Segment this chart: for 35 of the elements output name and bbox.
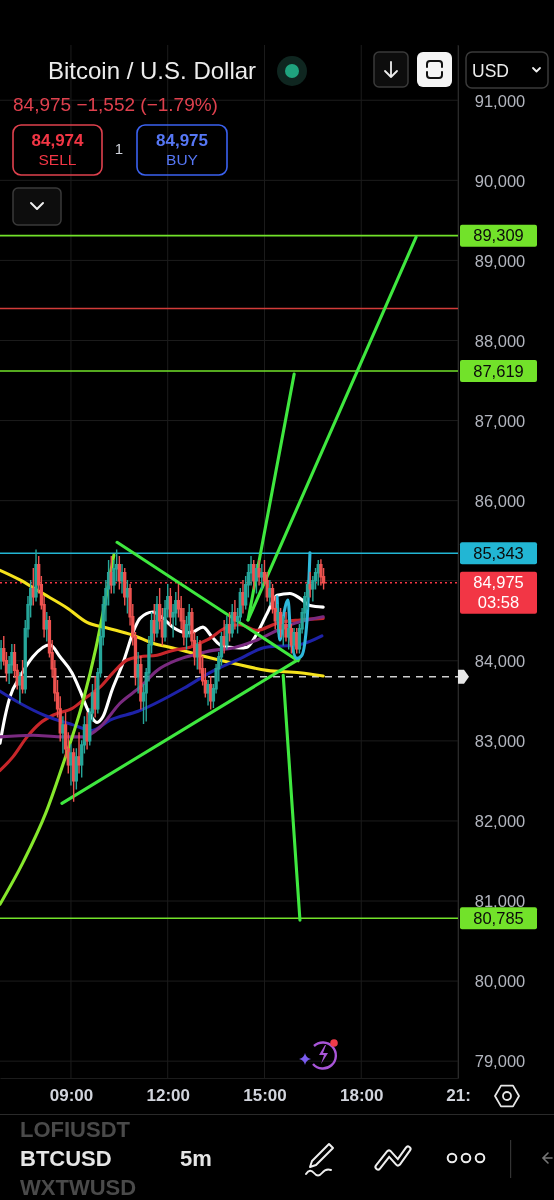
ref-line-label: 84,975	[473, 573, 524, 592]
y-tick-label: 90,000	[474, 171, 526, 190]
text: 84,975 −1,552 (−1.79%)	[13, 93, 218, 115]
y-tick-label: 79,000	[474, 1052, 526, 1071]
annotation: 84,974	[31, 130, 85, 150]
annotation: SELL	[38, 151, 77, 169]
annotation: 84,975	[156, 130, 208, 150]
x-tick-label: 09:00	[49, 1086, 94, 1106]
text: Bitcoin / U.S. Dollar	[48, 57, 257, 85]
text: USD	[472, 61, 509, 82]
ref-line-label: 89,309	[473, 226, 524, 245]
y-tick-label: 87,000	[474, 411, 526, 430]
y-tick-label: 84,000	[474, 652, 526, 671]
x-tick-label: 15:00	[243, 1086, 287, 1106]
annotation: BUY	[166, 151, 198, 169]
text: LOFIUSDT	[20, 1116, 131, 1142]
y-tick-label: 88,000	[474, 331, 526, 350]
ref-line-label: 87,619	[473, 361, 524, 380]
text: 5m	[180, 1145, 212, 1171]
x-tick-label: 21:	[446, 1086, 471, 1106]
ref-line-label: 80,785	[473, 909, 524, 928]
text: BTCUSD	[20, 1145, 112, 1171]
y-tick-label: 91,000	[474, 91, 526, 110]
text: 03:58	[477, 593, 520, 612]
y-tick-label: 82,000	[474, 812, 526, 831]
text: WXTWUSD	[20, 1174, 137, 1200]
x-tick-label: 18:00	[340, 1086, 384, 1106]
y-tick-label: 81,000	[474, 892, 526, 911]
ref-line-label: 85,343	[473, 544, 524, 563]
y-tick-label: 86,000	[474, 491, 526, 510]
x-tick-label: 12:00	[146, 1086, 190, 1106]
y-tick-label: 89,000	[474, 251, 526, 270]
y-tick-label: 83,000	[474, 732, 526, 751]
y-tick-label: 80,000	[474, 972, 526, 991]
annotation: 1	[114, 140, 124, 158]
